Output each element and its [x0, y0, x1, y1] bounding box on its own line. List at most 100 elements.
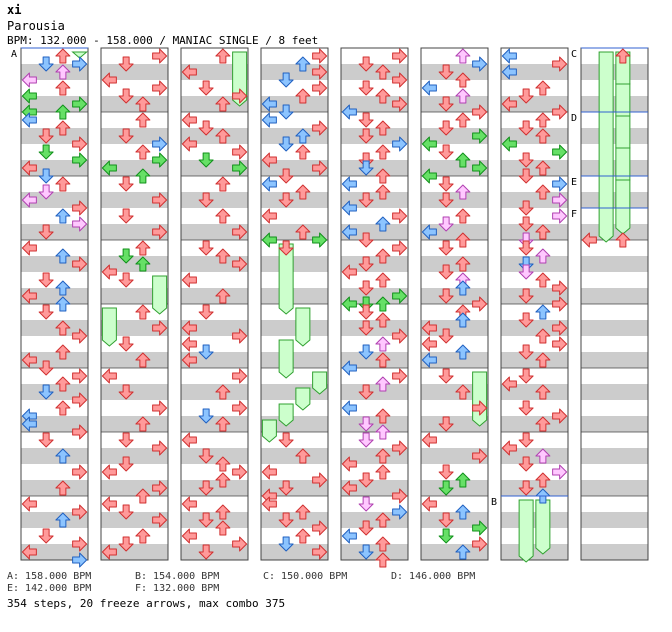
- beat-band: [181, 384, 248, 400]
- right-arrow-note: [392, 72, 408, 88]
- down-arrow-note: [198, 512, 214, 528]
- beat-band: [501, 64, 568, 80]
- up-arrow-note: [215, 48, 231, 64]
- right-arrow-note: [72, 328, 88, 344]
- up-arrow-note: [135, 240, 151, 256]
- left-arrow-note: [341, 176, 357, 192]
- left-arrow-note: [21, 496, 37, 512]
- up-arrow-note: [55, 400, 71, 416]
- up-arrow-note: [535, 248, 551, 264]
- left-arrow-note: [341, 456, 357, 472]
- up-arrow-note: [375, 120, 391, 136]
- left-arrow-note: [21, 416, 37, 432]
- beat-band: [261, 352, 328, 368]
- down-arrow-note: [518, 120, 534, 136]
- left-arrow-note: [501, 440, 517, 456]
- beat-band: [181, 512, 248, 528]
- beat-band: [581, 480, 648, 496]
- beat-band: [101, 256, 168, 272]
- right-arrow-note: [312, 64, 328, 80]
- freeze-arrow: [278, 243, 294, 315]
- left-arrow-note: [101, 544, 117, 560]
- right-arrow-note: [232, 464, 248, 480]
- bpm-legend-f: F: 132.000 BPM: [135, 583, 220, 594]
- left-arrow-note: [21, 352, 37, 368]
- down-arrow-note: [278, 104, 294, 120]
- left-arrow-note: [101, 264, 117, 280]
- beat-band: [261, 512, 328, 528]
- down-arrow-note: [518, 344, 534, 360]
- down-arrow-note: [278, 136, 294, 152]
- left-arrow-note: [101, 496, 117, 512]
- up-arrow-note: [55, 120, 71, 136]
- up-arrow-note: [535, 160, 551, 176]
- up-arrow-note: [295, 128, 311, 144]
- down-arrow-note: [278, 480, 294, 496]
- beat-band: [501, 512, 568, 528]
- down-arrow-note: [438, 368, 454, 384]
- down-arrow-note: [278, 72, 294, 88]
- right-arrow-note: [312, 232, 328, 248]
- right-arrow-note: [152, 512, 168, 528]
- up-arrow-note: [215, 416, 231, 432]
- down-arrow-note: [358, 80, 374, 96]
- down-arrow-note: [118, 336, 134, 352]
- down-arrow-note: [358, 520, 374, 536]
- beat-band: [501, 192, 568, 208]
- up-arrow-note: [535, 112, 551, 128]
- beat-band: [21, 544, 88, 560]
- chart-summary: 354 steps, 20 freeze arrows, max combo 3…: [7, 597, 286, 610]
- down-arrow-note: [358, 280, 374, 296]
- right-arrow-note: [392, 208, 408, 224]
- bpm-legend-b: B: 154.000 BPM: [135, 571, 220, 582]
- up-arrow-note: [55, 376, 71, 392]
- right-arrow-note: [552, 336, 568, 352]
- up-arrow-note: [215, 96, 231, 112]
- down-arrow-note: [38, 528, 54, 544]
- right-arrow-note: [392, 504, 408, 520]
- left-arrow-note: [421, 224, 437, 240]
- down-arrow-note: [438, 480, 454, 496]
- right-arrow-note: [552, 296, 568, 312]
- beat-band: [101, 160, 168, 176]
- beat-band: [341, 128, 408, 144]
- beat-band: [341, 288, 408, 304]
- column-border: [420, 47, 489, 561]
- up-arrow-note: [535, 128, 551, 144]
- down-arrow-note: [38, 360, 54, 376]
- down-arrow-note: [358, 160, 374, 176]
- down-arrow-note: [38, 384, 54, 400]
- right-arrow-note: [552, 320, 568, 336]
- beat-band: [181, 192, 248, 208]
- right-arrow-note: [392, 440, 408, 456]
- beat-band: [261, 320, 328, 336]
- left-arrow-note: [181, 496, 197, 512]
- up-arrow-note: [535, 416, 551, 432]
- down-arrow-note: [118, 456, 134, 472]
- up-arrow-note: [55, 208, 71, 224]
- right-arrow-note: [232, 256, 248, 272]
- beat-band: [581, 224, 648, 240]
- down-arrow-note: [438, 416, 454, 432]
- up-arrow-note: [55, 176, 71, 192]
- beat-band: [581, 416, 648, 432]
- up-arrow-note: [135, 112, 151, 128]
- up-arrow-note: [455, 232, 471, 248]
- down-arrow-note: [518, 312, 534, 328]
- beat-band: [501, 544, 568, 560]
- down-arrow-note: [278, 192, 294, 208]
- down-arrow-note: [198, 120, 214, 136]
- left-arrow-note: [21, 160, 37, 176]
- chart-column: [20, 47, 89, 561]
- left-arrow-note: [501, 136, 517, 152]
- down-arrow-note: [198, 152, 214, 168]
- down-arrow-note: [438, 192, 454, 208]
- left-arrow-note: [421, 432, 437, 448]
- down-arrow-note: [438, 96, 454, 112]
- down-arrow-note: [358, 544, 374, 560]
- beat-band: [181, 288, 248, 304]
- right-arrow-note: [72, 392, 88, 408]
- down-arrow-note: [118, 536, 134, 552]
- beat-band: [501, 352, 568, 368]
- beat-band: [501, 320, 568, 336]
